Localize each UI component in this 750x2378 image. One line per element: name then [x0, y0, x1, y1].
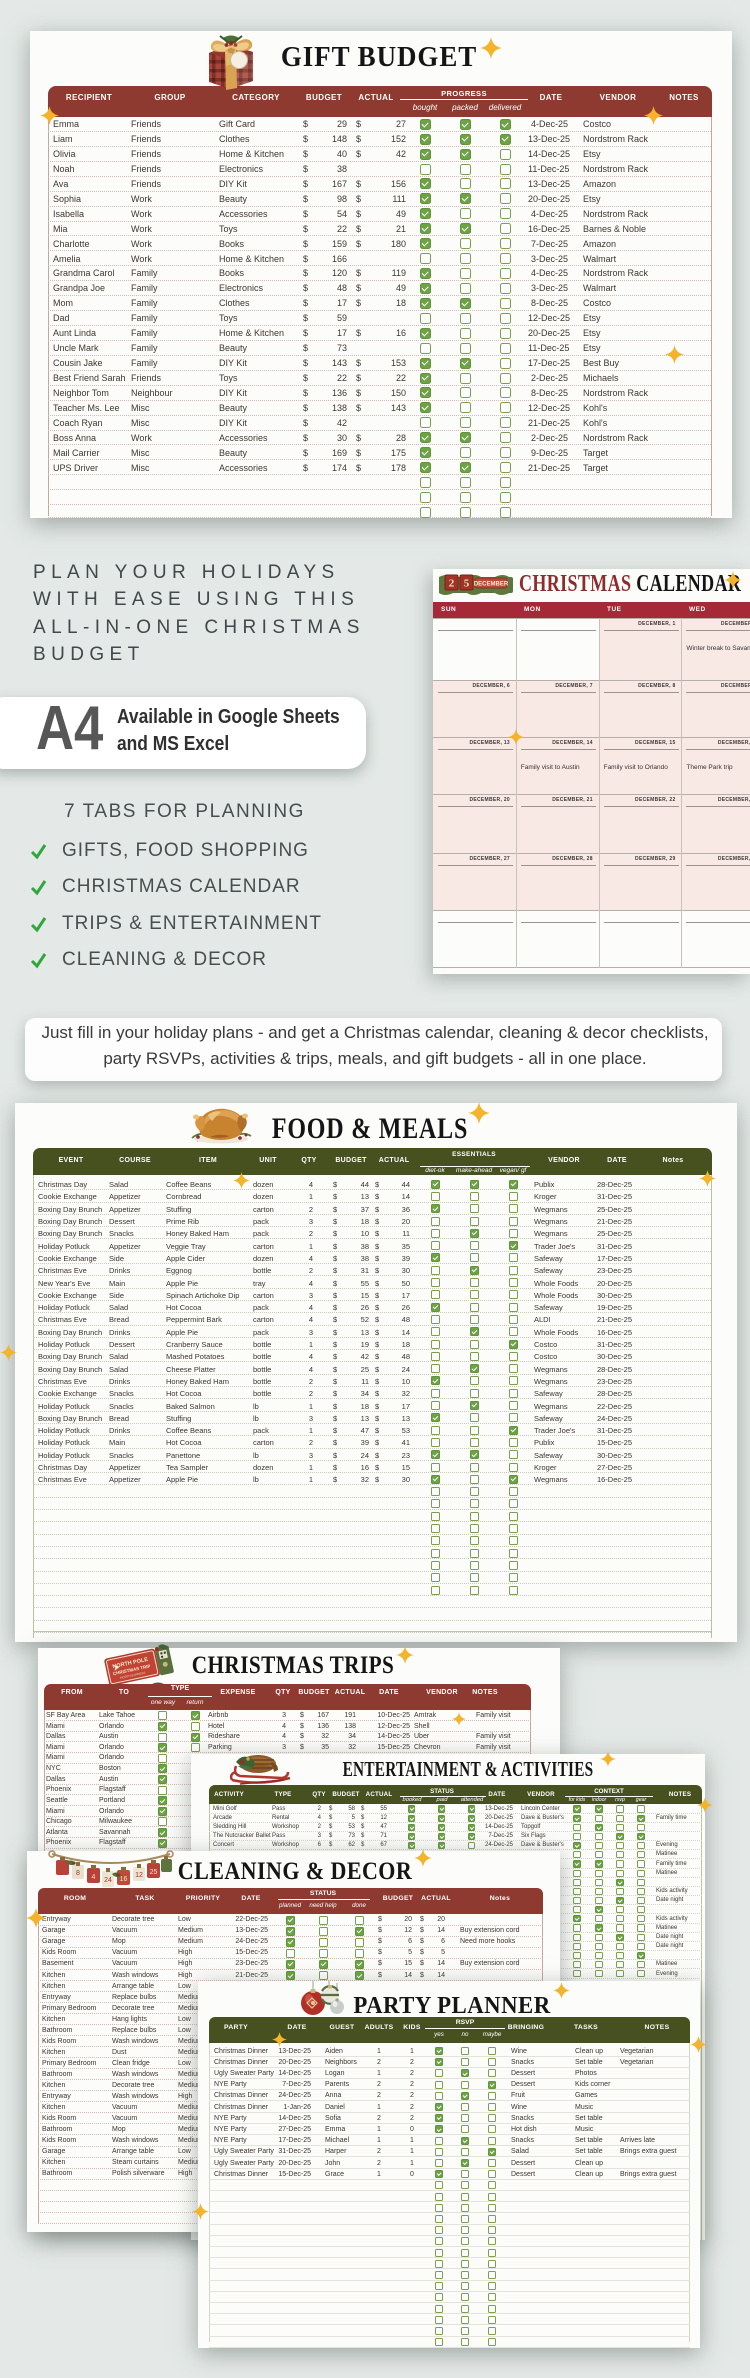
svg-text:16: 16	[120, 1876, 128, 1883]
svg-text:4: 4	[92, 1874, 96, 1881]
svg-text:DECEMBER: DECEMBER	[474, 582, 509, 588]
svg-text:5: 5	[464, 578, 470, 590]
svg-text:25: 25	[150, 1869, 158, 1876]
svg-text:2: 2	[449, 578, 455, 590]
svg-text:NORTH EXPRESS: NORTH EXPRESS	[120, 1671, 146, 1680]
svg-text:24: 24	[104, 1877, 112, 1884]
svg-text:12: 12	[135, 1872, 143, 1879]
svg-text:8: 8	[76, 1870, 80, 1877]
